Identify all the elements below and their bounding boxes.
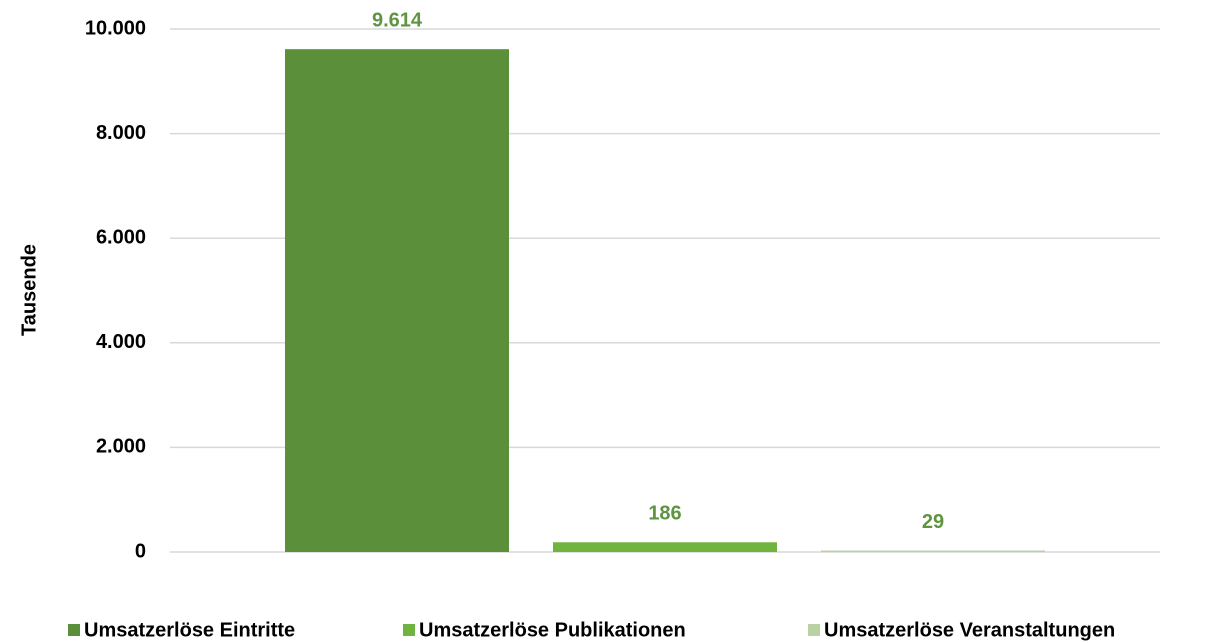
y-tick-label: 10.000 (85, 17, 146, 39)
bar (821, 550, 1045, 552)
legend-swatch (68, 624, 80, 636)
value-label: 29 (922, 511, 944, 533)
value-label: 9.614 (372, 9, 423, 31)
y-tick-label: 2.000 (96, 436, 146, 458)
value-label: 186 (648, 503, 681, 525)
bar (553, 542, 777, 552)
legend-swatch (403, 624, 415, 636)
legend-label: Umsatzerlöse Veranstaltungen (824, 619, 1115, 641)
y-tick-label: 8.000 (96, 122, 146, 144)
y-tick-label: 0 (135, 540, 146, 562)
y-axis-label: Tausende (18, 244, 40, 336)
legend-label: Umsatzerlöse Eintritte (84, 619, 295, 641)
y-tick-label: 6.000 (96, 226, 146, 248)
legend-label: Umsatzerlöse Publikationen (419, 619, 686, 641)
legend-swatch (808, 624, 820, 636)
y-tick-label: 4.000 (96, 331, 146, 353)
bar (285, 49, 509, 552)
